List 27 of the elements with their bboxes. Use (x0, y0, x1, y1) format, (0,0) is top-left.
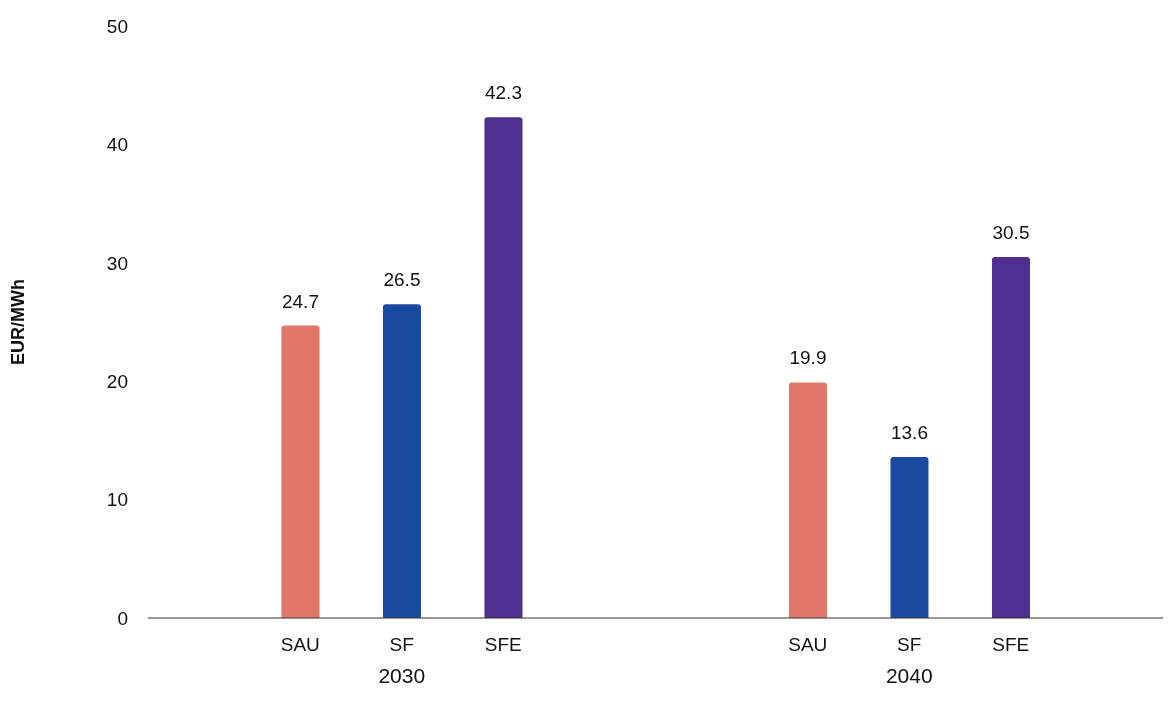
text: 2040 (884, 664, 934, 688)
x-tick-label: SF (389, 634, 414, 656)
text: 2030 (377, 664, 427, 688)
x-tick-label: SAU (280, 634, 320, 656)
bar (890, 456, 929, 618)
data-label: 24.7 (281, 290, 319, 312)
y-tick-label: 50 (106, 15, 128, 37)
y-tick-label: 0 (117, 607, 128, 629)
x-tick-label: SFE (484, 634, 522, 656)
bar (484, 117, 523, 618)
data-label: 42.3 (484, 82, 522, 104)
x-tick-label: SAU (788, 634, 828, 656)
bar (281, 325, 320, 618)
data-label: 19.9 (789, 347, 827, 369)
bar (991, 256, 1030, 618)
bar (382, 304, 421, 618)
y-tick-label: 30 (106, 252, 128, 274)
x-tick-label: SFE (992, 634, 1030, 656)
data-label: 26.5 (383, 269, 421, 291)
y-axis-title: EUR/MWh (8, 279, 29, 365)
y-tick-label: 40 (106, 134, 128, 156)
data-label: 30.5 (992, 221, 1030, 243)
bar (788, 382, 827, 618)
data-label: 13.6 (890, 421, 928, 443)
y-tick-label: 20 (106, 370, 128, 392)
y-tick-label: 10 (106, 489, 128, 511)
x-tick-label: SF (897, 634, 922, 656)
